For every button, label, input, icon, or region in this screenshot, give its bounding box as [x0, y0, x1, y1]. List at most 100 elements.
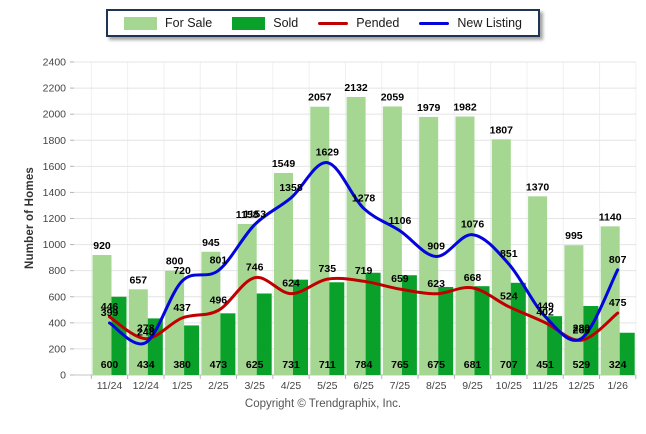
for-sale-value-label: 1807	[490, 124, 514, 136]
bar-sold	[256, 293, 272, 375]
new-listing-value-label: 807	[609, 254, 627, 266]
sold-value-label: 731	[282, 359, 300, 371]
for-sale-value-label: 657	[130, 274, 148, 286]
sold-value-label: 451	[536, 359, 554, 371]
y-tick-label: 2400	[43, 57, 67, 69]
bar-sold	[474, 286, 490, 375]
legend-swatch-sold	[232, 16, 266, 30]
new-listing-value-label: 1278	[352, 192, 376, 204]
y-tick-label: 2000	[43, 109, 67, 121]
x-tick-label: 9/25	[462, 380, 483, 392]
x-tick-label: 5/25	[317, 380, 338, 392]
sold-value-label: 765	[391, 359, 409, 371]
bar-sold	[184, 325, 200, 375]
bar-sold	[329, 282, 345, 375]
bar-sold	[220, 313, 236, 375]
bar-for-sale	[310, 106, 330, 376]
y-tick-label: 1000	[43, 239, 67, 251]
legend-item-pended: Pended	[318, 16, 399, 30]
legend-swatch-for-sale	[123, 16, 157, 30]
y-tick-label: 1200	[43, 213, 67, 225]
bar-for-sale	[455, 116, 475, 376]
y-tick-label: 600	[48, 291, 66, 303]
bar-for-sale	[92, 255, 112, 375]
pended-value-label: 746	[246, 262, 264, 274]
for-sale-value-label: 800	[166, 256, 184, 268]
bar-sold	[401, 275, 417, 375]
x-tick-label: 3/25	[244, 380, 265, 392]
legend-item-for-sale: For Sale	[123, 16, 212, 30]
sold-value-label: 380	[173, 359, 191, 371]
y-tick-label: 1600	[43, 161, 67, 173]
pended-value-label: 402	[536, 307, 554, 319]
x-tick-label: 1/25	[172, 380, 193, 392]
new-listing-value-label: 909	[427, 240, 445, 252]
x-tick-label: 7/25	[390, 380, 411, 392]
x-tick-label: 4/25	[281, 380, 302, 392]
for-sale-value-label: 995	[565, 230, 583, 242]
bar-for-sale	[274, 172, 293, 375]
bar-for-sale	[419, 116, 439, 375]
bar-for-sale	[382, 106, 402, 376]
legend-label: Pended	[356, 16, 400, 30]
pended-value-label: 446	[101, 301, 119, 313]
y-tick-label: 0	[60, 370, 66, 382]
for-sale-value-label: 1370	[526, 181, 550, 193]
x-tick-label: 8/25	[426, 380, 447, 392]
new-listing-value-label: 1106	[389, 215, 412, 227]
x-tick-label: 11/25	[532, 380, 558, 392]
y-tick-label: 200	[48, 343, 66, 355]
y-tick-label: 400	[48, 317, 66, 329]
legend-label: Sold	[273, 16, 299, 30]
new-listing-value-label: 449	[536, 300, 554, 312]
for-sale-value-label: 920	[93, 240, 111, 252]
sold-value-label: 600	[101, 359, 119, 371]
bar-for-sale	[237, 223, 257, 375]
bar-sold	[111, 296, 127, 375]
legend-item-sold: Sold	[232, 16, 298, 30]
sold-value-label: 681	[464, 359, 482, 371]
x-tick-label: 6/25	[353, 380, 374, 392]
legend-label: New Listing	[457, 16, 523, 30]
pended-value-label: 668	[464, 272, 482, 284]
x-tick-label: 1/26	[607, 380, 628, 392]
for-sale-value-label: 1140	[599, 211, 622, 223]
x-tick-label: 10/25	[496, 380, 522, 392]
for-sale-value-label: 2132	[344, 82, 368, 94]
bar-sold	[365, 272, 381, 375]
y-tick-label: 1800	[43, 135, 67, 147]
new-listing-line	[108, 161, 620, 346]
chart-legend: For Sale Sold Pended New Listing	[105, 9, 541, 37]
pended-value-label: 278	[137, 323, 155, 335]
bar-for-sale	[528, 196, 548, 375]
sold-value-label: 529	[573, 359, 591, 371]
for-sale-value-label: 945	[202, 237, 220, 249]
for-sale-value-label: 1979	[417, 102, 441, 114]
new-listing-value-label: 248	[137, 327, 155, 339]
new-listing-value-label: 1153	[243, 209, 266, 221]
pended-value-label: 524	[500, 291, 518, 303]
sold-value-label: 434	[137, 359, 155, 371]
x-tick-label: 2/25	[208, 380, 229, 392]
new-listing-value-label: 1358	[279, 182, 303, 194]
copyright-text: Copyright © Trendgraphix, Inc.	[244, 398, 402, 410]
y-tick-label: 1400	[43, 187, 67, 199]
sold-value-label: 784	[355, 359, 373, 371]
pended-value-label: 266	[573, 324, 591, 336]
legend-item-new-listing: New Listing	[419, 16, 522, 30]
new-listing-value-label: 280	[573, 322, 591, 334]
y-tick-label: 800	[48, 265, 66, 277]
pended-value-label: 735	[319, 263, 337, 275]
sold-value-label: 625	[246, 359, 264, 371]
bar-sold	[583, 306, 599, 375]
bar-for-sale	[564, 245, 584, 375]
new-listing-value-label: 720	[173, 265, 191, 277]
for-sale-value-label: 1158	[236, 209, 259, 221]
pended-value-label: 719	[355, 265, 373, 277]
for-sale-value-label: 1549	[272, 158, 296, 170]
x-tick-label: 12/24	[133, 380, 159, 392]
bar-sold	[619, 332, 635, 375]
sold-value-label: 711	[319, 359, 336, 371]
